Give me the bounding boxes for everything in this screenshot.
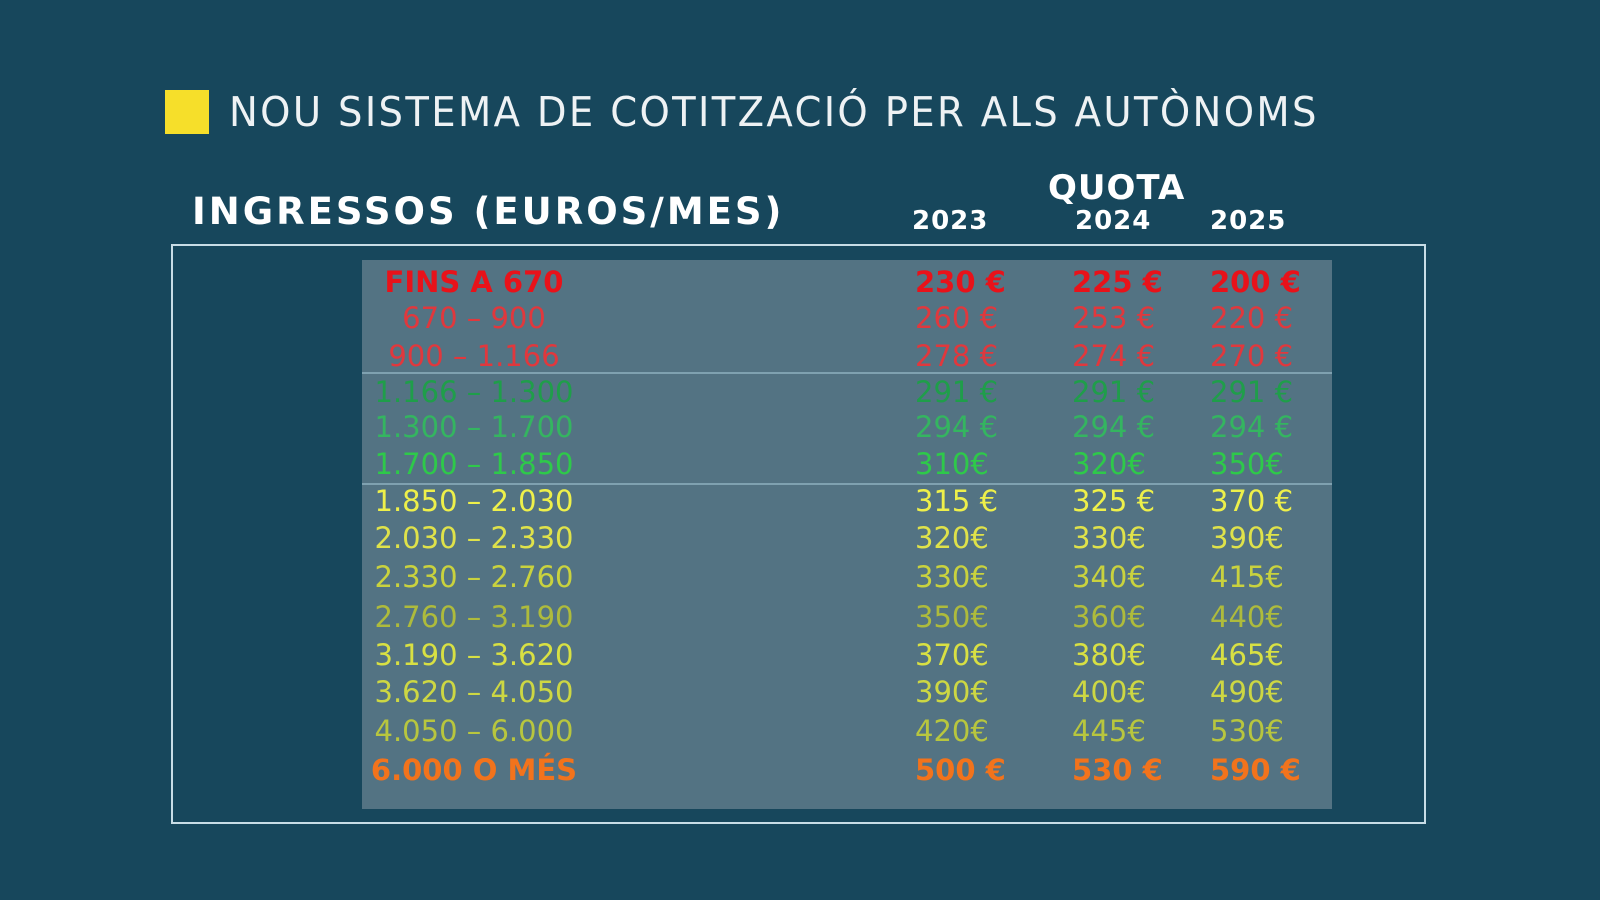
income-range: 3.190 – 3.620 (374, 638, 574, 672)
income-range: 1.700 – 1.850 (374, 447, 574, 481)
quota-2025: 490€ (1210, 675, 1284, 709)
quota-2023: 230 € (915, 265, 1006, 299)
quota-2025: 465€ (1210, 638, 1284, 672)
income-range: 1.300 – 1.700 (374, 410, 574, 444)
income-range: FINS A 670 (384, 265, 564, 299)
year-header-2025: 2025 (1210, 206, 1287, 236)
table-row: 1.700 – 1.850 310€ 320€ 350€ (362, 445, 1332, 483)
income-range: 4.050 – 6.000 (374, 714, 574, 748)
income-column-header: INGRESSOS (EUROS/MES) (192, 190, 785, 233)
table-row: 1.300 – 1.700 294 € 294 € 294 € (362, 408, 1332, 446)
quota-2023: 278 € (915, 339, 999, 373)
table-row: 900 – 1.166 278 € 274 € 270 € (362, 337, 1332, 375)
table-row: 6.000 O MÉS 500 € 530 € 590 € (362, 751, 1332, 789)
quota-2024: 320€ (1072, 447, 1146, 481)
quota-2024: 400€ (1072, 675, 1146, 709)
table-row: 4.050 – 6.000 420€ 445€ 530€ (362, 712, 1332, 750)
quota-2023: 330€ (915, 560, 989, 594)
quota-2024: 530 € (1072, 753, 1163, 787)
income-range: 3.620 – 4.050 (374, 675, 574, 709)
income-range: 6.000 O MÉS (370, 753, 578, 787)
table-row: 3.620 – 4.050 390€ 400€ 490€ (362, 673, 1332, 711)
quota-header: QUOTA (1048, 168, 1186, 208)
quota-2023: 500 € (915, 753, 1006, 787)
quota-2024: 325 € (1072, 484, 1156, 518)
quota-2024: 360€ (1072, 600, 1146, 634)
table-row: 670 – 900 260 € 253 € 220 € (362, 299, 1332, 337)
quota-2023: 315 € (915, 484, 999, 518)
table-row: 2.760 – 3.190 350€ 360€ 440€ (362, 598, 1332, 636)
quota-2025: 390€ (1210, 521, 1284, 555)
table-panel (362, 260, 1332, 809)
income-range: 2.760 – 3.190 (374, 600, 574, 634)
quota-2023: 370€ (915, 638, 989, 672)
quota-2025: 270 € (1210, 339, 1294, 373)
quota-2023: 310€ (915, 447, 989, 481)
year-header-2024: 2024 (1075, 206, 1152, 236)
table-row: FINS A 670 230 € 225 € 200 € (362, 263, 1332, 301)
table-row: 1.850 – 2.030 315 € 325 € 370 € (362, 482, 1332, 520)
quota-2024: 294 € (1072, 410, 1156, 444)
table-row: 2.330 – 2.760 330€ 340€ 415€ (362, 558, 1332, 596)
quota-2025: 350€ (1210, 447, 1284, 481)
quota-2024: 445€ (1072, 714, 1146, 748)
group-divider (362, 483, 1332, 485)
quota-2025: 294 € (1210, 410, 1294, 444)
quota-2023: 390€ (915, 675, 989, 709)
table-frame (171, 244, 1426, 824)
quota-2024: 340€ (1072, 560, 1146, 594)
year-header-2023: 2023 (912, 206, 989, 236)
income-range: 2.030 – 2.330 (374, 521, 574, 555)
quota-2025: 291 € (1210, 375, 1294, 409)
quota-2024: 274 € (1072, 339, 1156, 373)
quota-2025: 530€ (1210, 714, 1284, 748)
group-divider (362, 372, 1332, 374)
quota-2024: 253 € (1072, 301, 1156, 335)
income-range: 1.166 – 1.300 (374, 375, 574, 409)
quota-2023: 420€ (915, 714, 989, 748)
page-title: NOU SISTEMA DE COTITZACIÓ PER ALS AUTÒNO… (229, 88, 1319, 136)
quota-2025: 415€ (1210, 560, 1284, 594)
quota-2023: 350€ (915, 600, 989, 634)
table-row: 3.190 – 3.620 370€ 380€ 465€ (362, 636, 1332, 674)
income-range: 900 – 1.166 (388, 339, 560, 373)
table-row: 1.166 – 1.300 291 € 291 € 291 € (362, 373, 1332, 411)
quota-2024: 225 € (1072, 265, 1163, 299)
title-square-marker-icon (165, 90, 209, 134)
income-range: 1.850 – 2.030 (374, 484, 574, 518)
quota-2025: 220 € (1210, 301, 1294, 335)
quota-2025: 200 € (1210, 265, 1301, 299)
income-range: 670 – 900 (402, 301, 546, 335)
income-range: 2.330 – 2.760 (374, 560, 574, 594)
quota-2024: 291 € (1072, 375, 1156, 409)
quota-2025: 370 € (1210, 484, 1294, 518)
title-bar: NOU SISTEMA DE COTITZACIÓ PER ALS AUTÒNO… (165, 88, 1388, 136)
table-row: 2.030 – 2.330 320€ 330€ 390€ (362, 519, 1332, 557)
quota-2025: 440€ (1210, 600, 1284, 634)
quota-2023: 294 € (915, 410, 999, 444)
quota-2023: 260 € (915, 301, 999, 335)
quota-2023: 291 € (915, 375, 999, 409)
quota-2024: 380€ (1072, 638, 1146, 672)
quota-2024: 330€ (1072, 521, 1146, 555)
quota-2023: 320€ (915, 521, 989, 555)
quota-2025: 590 € (1210, 753, 1301, 787)
